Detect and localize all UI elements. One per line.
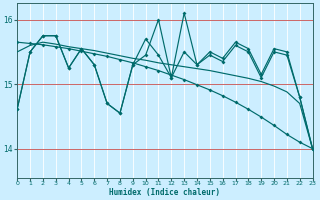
X-axis label: Humidex (Indice chaleur): Humidex (Indice chaleur) — [109, 188, 220, 197]
